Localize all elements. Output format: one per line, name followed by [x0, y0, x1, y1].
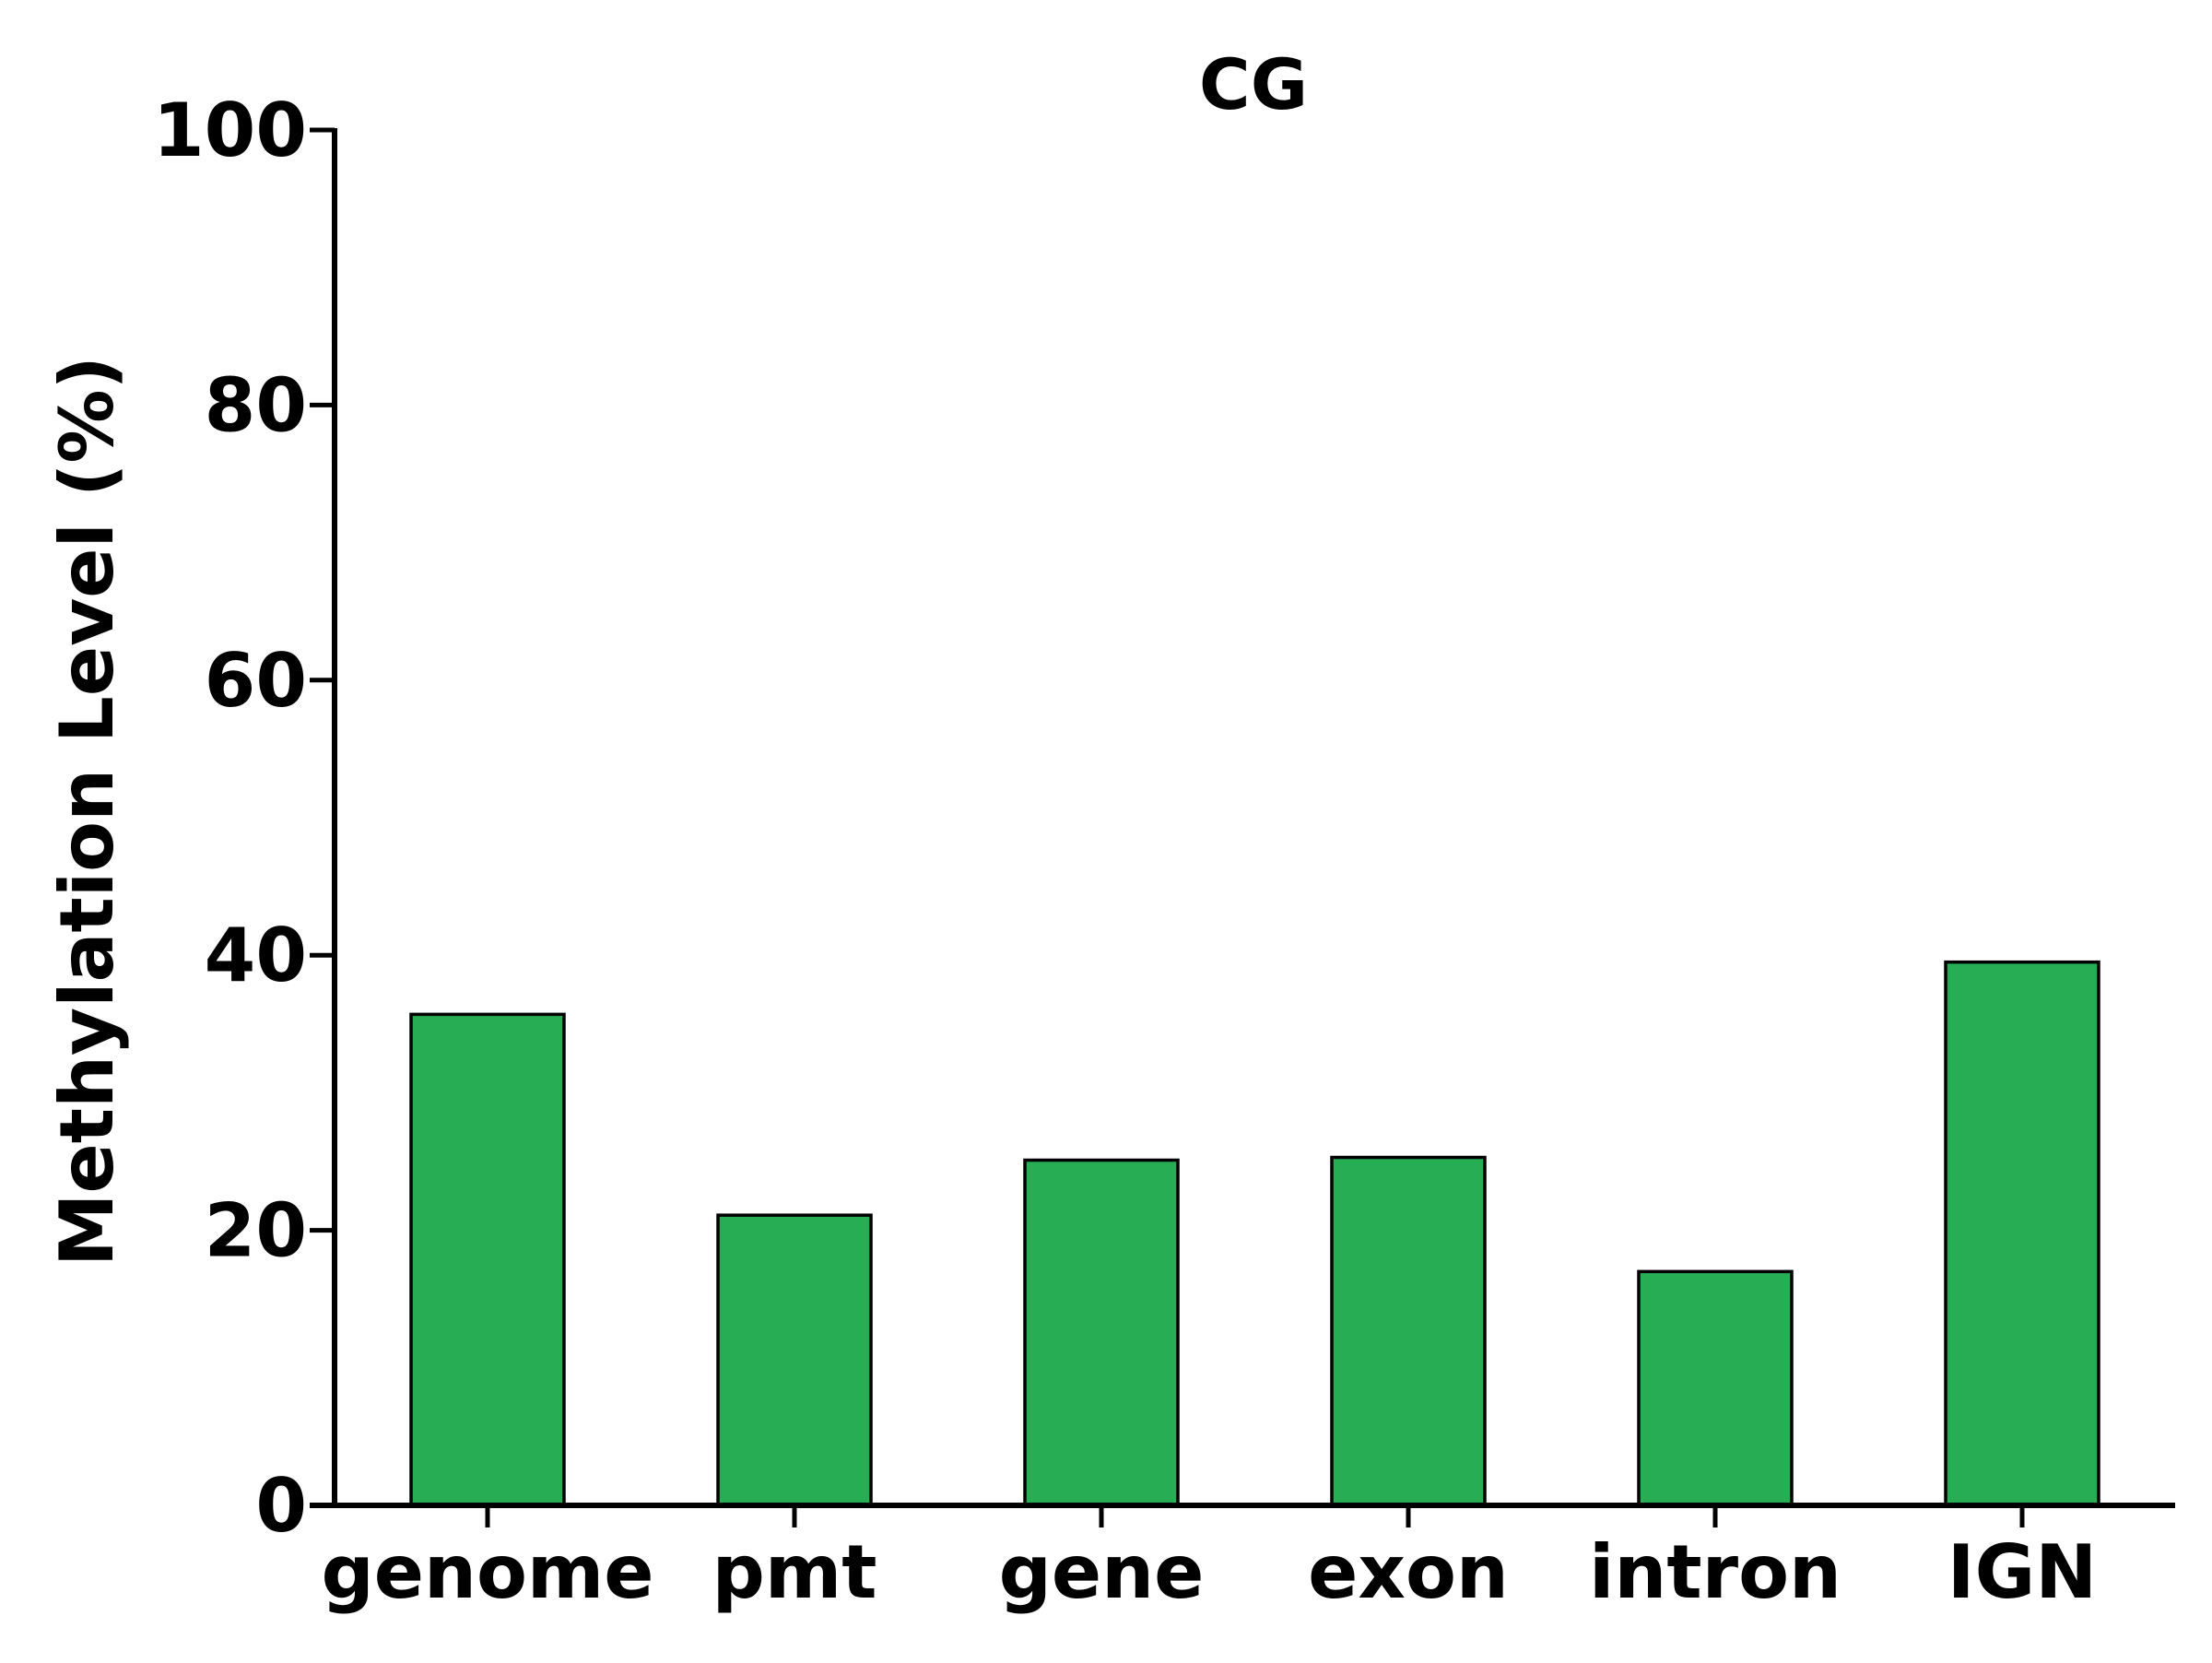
bars-layer	[409, 960, 2100, 1507]
bar-genome	[409, 1012, 566, 1507]
x-tick-label-gene: gene	[999, 1529, 1205, 1615]
y-tick-label: 100	[153, 88, 307, 173]
y-tick-label: 40	[205, 913, 307, 998]
bar-exon	[1330, 1155, 1487, 1507]
bar-ign	[1944, 960, 2100, 1507]
x-tick-label-pmt: pmt	[712, 1529, 877, 1615]
y-tick-label: 20	[205, 1188, 307, 1274]
y-tick-label: 80	[205, 362, 307, 448]
x-tick-label-genome: genome	[321, 1529, 653, 1615]
chart-title: CG	[1199, 43, 1308, 125]
bar-intron	[1637, 1269, 1794, 1507]
y-axis-label: Methylation Level (%)	[44, 356, 130, 1267]
bar-pmt	[716, 1213, 873, 1507]
x-tick-label-intron: intron	[1589, 1529, 1841, 1615]
bar-gene	[1023, 1158, 1180, 1507]
y-tick-label: 60	[205, 638, 307, 724]
axes-layer	[310, 128, 2175, 1508]
x-tick-label-exon: exon	[1308, 1529, 1509, 1615]
y-tick-label: 0	[255, 1463, 307, 1549]
ticks-layer: genome pmt gene exon intron IGN 0 20 40 60 80 100	[153, 88, 2097, 1615]
x-tick-label-ign: IGN	[1947, 1529, 2097, 1615]
